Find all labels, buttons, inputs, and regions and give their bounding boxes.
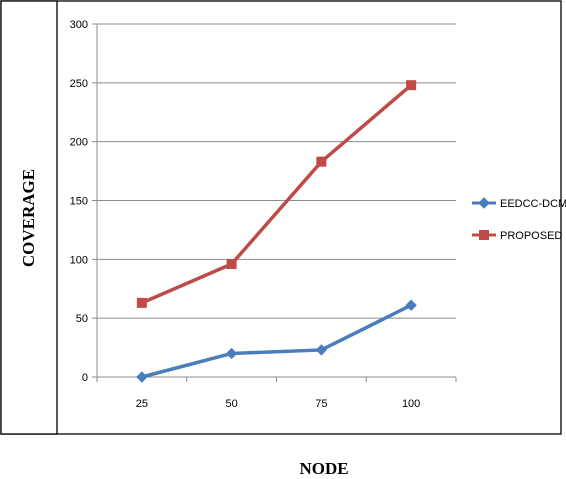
x-tick-label: 50 — [226, 398, 238, 410]
legend-entry-eedcc-dcm: EEDCC-DCM — [472, 197, 566, 210]
y-tick-label: 100 — [70, 254, 88, 266]
legend-marker — [478, 197, 490, 209]
x-tick-label: 100 — [402, 398, 420, 410]
legend-entry-proposed: PROPOSED — [472, 230, 562, 242]
data-point-proposed — [136, 297, 147, 308]
x-tick-label: 75 — [315, 398, 327, 410]
data-point-eedcc-dcm — [405, 299, 417, 311]
y-tick-label: 250 — [70, 78, 88, 90]
data-point-proposed — [406, 80, 417, 91]
x-axis-title: NODE — [299, 459, 348, 478]
y-tick-label: 50 — [76, 313, 88, 325]
data-point-proposed — [226, 259, 237, 270]
axes — [92, 23, 457, 382]
ylabel-panel — [0, 0, 58, 435]
gridlines — [97, 23, 456, 319]
data-point-eedcc-dcm — [315, 344, 328, 356]
y-tick-label: 300 — [70, 19, 88, 31]
x-tick-label: 25 — [136, 398, 148, 410]
y-axis-title: COVERAGE — [19, 169, 38, 267]
data-point-eedcc-dcm — [136, 371, 148, 383]
legend: EEDCC-DCM PROPOSED — [472, 197, 566, 242]
legend-marker — [479, 230, 489, 240]
series-eedcc-dcm — [136, 299, 417, 383]
y-tick-labels: 0 50 100 150 200 250 300 — [70, 19, 88, 384]
chart-frame — [0, 0, 562, 435]
series-group — [136, 80, 417, 383]
legend-label: PROPOSED — [500, 230, 562, 242]
series-line-eedcc-dcm — [141, 303, 412, 379]
y-tick-label: 150 — [70, 196, 88, 208]
legend-label: EEDCC-DCM — [500, 198, 566, 210]
x-tick-labels: 25 50 75 100 — [136, 398, 421, 410]
series-line-proposed — [141, 83, 413, 305]
y-tick-label: 0 — [82, 372, 88, 384]
y-tick-label: 200 — [70, 137, 88, 149]
data-point-proposed — [316, 156, 327, 167]
data-point-eedcc-dcm — [225, 347, 238, 360]
series-proposed — [136, 80, 417, 308]
